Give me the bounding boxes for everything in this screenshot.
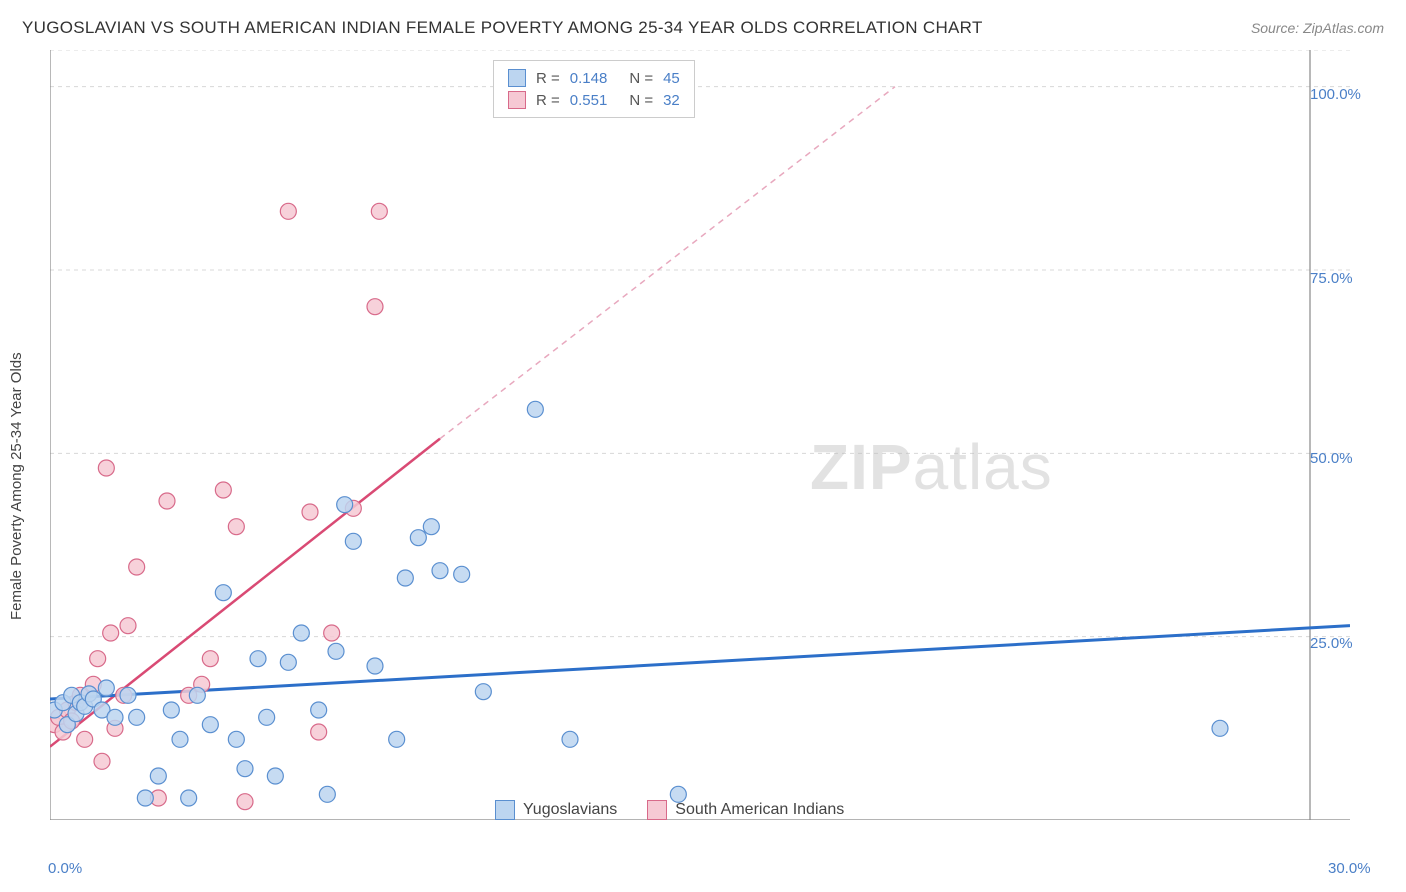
- x-tick-label: 0.0%: [48, 860, 82, 877]
- n-value: 45: [663, 70, 680, 87]
- bottom-legend: Yugoslavians South American Indians: [495, 800, 844, 820]
- y-tick-label: 50.0%: [1310, 450, 1353, 467]
- correlation-stats-box: R = 0.148 N = 45 R = 0.551 N = 32: [493, 60, 695, 118]
- source-attribution: Source: ZipAtlas.com: [1251, 20, 1384, 36]
- y-axis-label: Female Poverty Among 25-34 Year Olds: [8, 352, 25, 620]
- legend-swatch-icon: [495, 800, 515, 820]
- stats-swatch-icon: [508, 91, 526, 109]
- chart-title: YUGOSLAVIAN VS SOUTH AMERICAN INDIAN FEM…: [22, 18, 983, 38]
- chart-area: R = 0.148 N = 45 R = 0.551 N = 32 ZIPatl…: [50, 50, 1350, 820]
- legend-label: Yugoslavians: [523, 801, 617, 819]
- legend-item-yugoslavians: Yugoslavians: [495, 800, 617, 820]
- stats-row-yugoslavians: R = 0.148 N = 45: [508, 67, 680, 89]
- y-tick-label: 25.0%: [1310, 635, 1353, 652]
- stats-swatch-icon: [508, 69, 526, 87]
- r-label: R =: [536, 92, 560, 109]
- y-tick-label: 75.0%: [1310, 270, 1353, 287]
- r-value: 0.551: [570, 92, 608, 109]
- legend-label: South American Indians: [675, 801, 844, 819]
- x-tick-label: 30.0%: [1328, 860, 1371, 877]
- r-value: 0.148: [570, 70, 608, 87]
- n-value: 32: [663, 92, 680, 109]
- legend-item-south-american: South American Indians: [647, 800, 844, 820]
- n-label: N =: [629, 70, 653, 87]
- y-tick-label: 100.0%: [1310, 86, 1361, 103]
- scatter-plot: [50, 50, 1350, 820]
- legend-swatch-icon: [647, 800, 667, 820]
- r-label: R =: [536, 70, 560, 87]
- stats-row-south-american: R = 0.551 N = 32: [508, 89, 680, 111]
- n-label: N =: [629, 92, 653, 109]
